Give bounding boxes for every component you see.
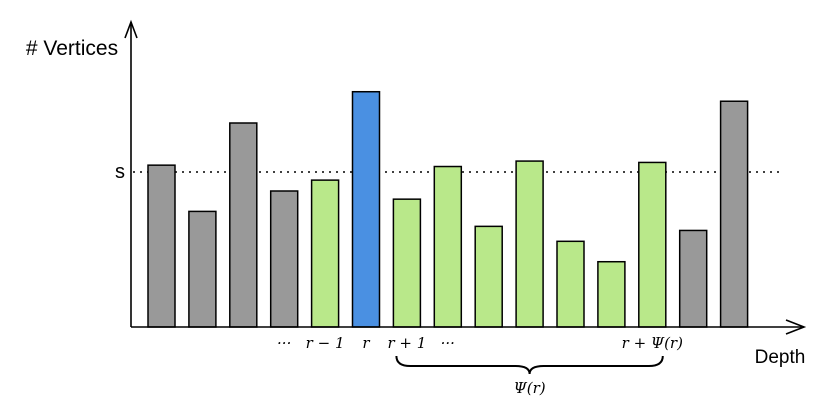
tick-label-5: r − 1 (306, 334, 345, 352)
bar-3 (229, 122, 258, 328)
y-axis-arrow (124, 19, 138, 39)
bar-6 (351, 90, 381, 328)
bar-8 (433, 165, 463, 328)
bar-10 (515, 160, 544, 328)
tick-label-4: ··· (277, 334, 291, 352)
bar-11 (556, 240, 585, 328)
bars-group (147, 90, 749, 328)
x-axis-label: Depth (755, 347, 806, 368)
bar-12 (597, 260, 626, 328)
threshold-label: s (115, 161, 125, 183)
bar-5 (310, 179, 340, 328)
tick-label-13: r + Ψ(r) (622, 334, 683, 352)
y-axis-label: # Vertices (26, 37, 118, 60)
bar-13 (638, 161, 667, 328)
tick-label-7: r + 1 (387, 334, 426, 352)
tick-label-8: ··· (441, 334, 455, 352)
bar-7 (392, 198, 422, 328)
bar-1 (147, 164, 176, 328)
bar-4 (269, 190, 299, 328)
psi-range-brace (395, 355, 664, 375)
tick-label-6: r (362, 334, 370, 352)
bar-15 (719, 100, 749, 328)
bar-2 (188, 210, 217, 328)
psi-range-label: Ψ(r) (514, 379, 546, 397)
tick-labels-group: ··· r − 1 r r + 1 ··· r + Ψ(r) (277, 334, 683, 352)
x-axis-arrow (785, 319, 807, 335)
bar-14 (678, 229, 708, 328)
bar-9 (474, 225, 503, 328)
